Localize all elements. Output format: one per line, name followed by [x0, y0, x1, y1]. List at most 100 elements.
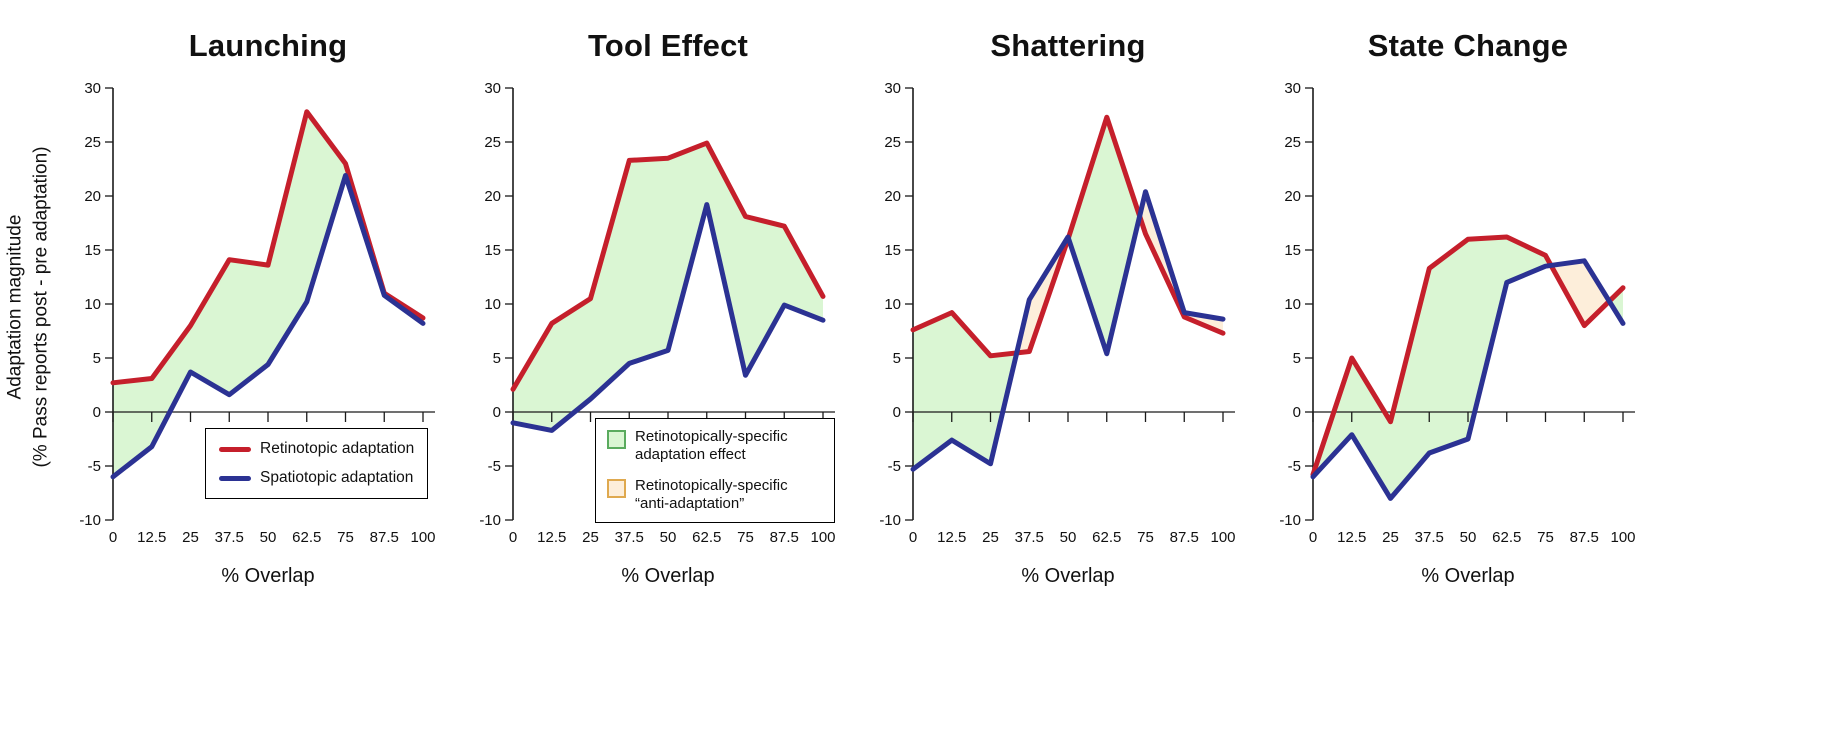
x-tick-label: 87.5: [770, 529, 799, 546]
y-tick-label: 10: [884, 296, 901, 313]
x-tick-label: 100: [1610, 529, 1635, 546]
x-tick-label: 25: [1382, 529, 1399, 546]
x-tick-label: 12.5: [1337, 529, 1366, 546]
adaptation-fill-region: [1068, 117, 1140, 354]
y-tick-label: -5: [1288, 458, 1301, 475]
y-tick-label: -10: [1279, 512, 1301, 529]
legend-row-anti-adaptation: Retinotopically-specific “anti-adaptatio…: [607, 477, 823, 514]
legend-label-spatiotopic: Spatiotopic adaptation: [260, 469, 414, 486]
figure-row: Adaptation magnitude (% Pass reports pos…: [2, 24, 1655, 588]
legend-fill-regions: Retinotopically-specific adaptation effe…: [595, 418, 835, 524]
adaptation-fill-region: [913, 312, 1017, 470]
x-tick-label: 0: [909, 529, 917, 546]
y-tick-label: 15: [484, 242, 501, 259]
y-tick-label: 5: [1293, 350, 1301, 367]
x-tick-label: 25: [582, 529, 599, 546]
chart-canvas-state-change: 0 12.5 25 37.5 50 62.5 75 87.5 100302520151050-5…: [1279, 80, 1635, 546]
x-tick-label: 100: [810, 529, 835, 546]
y-tick-label: -5: [488, 458, 501, 475]
x-tick-label: 37.5: [615, 529, 644, 546]
x-axis-label-launching: % Overlap: [221, 565, 315, 587]
chart-panel-tool-effect: Tool Effect 0 12.5 25 37.5 50 62.5 75 87.5 100 30…: [455, 24, 855, 588]
x-tick-label: 100: [1210, 529, 1235, 546]
y-tick-label: 15: [84, 242, 101, 259]
y-axis-label-line1: Adaptation magnitude: [3, 214, 25, 399]
y-axis-label-line2: (% Pass reports post - pre adaptation): [29, 145, 51, 468]
x-tick-label: 50: [260, 529, 277, 546]
x-axis-label-tool-effect: % Overlap: [621, 565, 715, 587]
y-tick-label: -5: [888, 458, 901, 475]
x-tick-label: 62.5: [1092, 529, 1121, 546]
x-tick-label: 62.5: [692, 529, 721, 546]
x-tick-label: 25: [182, 529, 199, 546]
adaptation-fill-region: [1313, 237, 1551, 499]
y-tick-label: 10: [84, 296, 101, 313]
legend-label-retinotopic: Retinotopic adaptation: [260, 440, 415, 457]
y-tick-label: 20: [484, 188, 501, 205]
x-tick-label: 0: [109, 529, 117, 546]
y-axis-label: Adaptation magnitude (% Pass reports pos…: [2, 146, 53, 467]
y-tick-label: 0: [893, 404, 901, 421]
y-tick-label: 30: [84, 80, 101, 97]
x-tick-label: 87.5: [1570, 529, 1599, 546]
y-tick-label: -5: [88, 458, 101, 475]
chart-panel-state-change: State Change 0 12.5 25 37.5 50 62.5 75 87.5 100 3…: [1255, 24, 1655, 588]
retinotopic-curve: [510, 140, 826, 392]
y-tick-label: 25: [1284, 134, 1301, 151]
x-tick-label: 62.5: [292, 529, 321, 546]
spatiotopic-curve: [510, 202, 826, 433]
anti-adaptation-fill-region: [1016, 237, 1069, 353]
y-tick-label: 20: [84, 188, 101, 205]
legend-row-retinotopic: Retinotopic adaptation: [219, 440, 414, 458]
x-tick-label: 87.5: [370, 529, 399, 546]
x-tick-label: 0: [1309, 529, 1317, 546]
x-tick-label: 12.5: [537, 529, 566, 546]
y-tick-label: 25: [884, 134, 901, 151]
x-tick-label: 75: [737, 529, 754, 546]
y-tick-label: 5: [893, 350, 901, 367]
spatiotopic-line-sample: [219, 475, 251, 481]
adaptation-effect-swatch: [607, 430, 626, 449]
y-tick-label: 30: [884, 80, 901, 97]
x-tick-label: 37.5: [1015, 529, 1044, 546]
x-axis-label-shattering: % Overlap: [1021, 565, 1115, 587]
chart-title-tool-effect: Tool Effect: [587, 28, 749, 63]
legend-row-adaptation-effect: Retinotopically-specific adaptation effe…: [607, 428, 823, 465]
x-tick-label: 12.5: [137, 529, 166, 546]
y-tick-label: 5: [93, 350, 101, 367]
chart-canvas-tool-effect: 0 12.5 25 37.5 50 62.5 75 87.5 100302520151050-5…: [479, 80, 835, 546]
y-tick-label: 15: [884, 242, 901, 259]
x-tick-label: 12.5: [937, 529, 966, 546]
chart-panel-shattering: Shattering 0 12.5 25 37.5 50 62.5 75 87.5 100 30 2…: [855, 24, 1255, 588]
x-tick-label: 37.5: [1415, 529, 1444, 546]
chart-canvas-shattering: 0 12.5 25 37.5 50 62.5 75 87.5 100302520151050-5…: [879, 80, 1235, 546]
spatiotopic-curve: [910, 189, 1226, 472]
x-tick-label: 75: [1137, 529, 1154, 546]
y-tick-label: 30: [484, 80, 501, 97]
anti-adaptation-fill-region: [1551, 260, 1610, 326]
x-tick-label: 50: [1460, 529, 1477, 546]
y-tick-label: -10: [879, 512, 901, 529]
spatiotopic-curve: [110, 173, 426, 480]
x-tick-label: 50: [660, 529, 677, 546]
x-tick-label: 100: [410, 529, 435, 546]
legend-line-series: Retinotopic adaptation Spatiotopic adapt…: [205, 428, 429, 499]
y-tick-label: 25: [484, 134, 501, 151]
y-tick-label: -10: [79, 512, 101, 529]
y-tick-label: 30: [1284, 80, 1301, 97]
y-tick-label: 25: [84, 134, 101, 151]
y-tick-label: -10: [479, 512, 501, 529]
y-tick-label: 20: [884, 188, 901, 205]
x-tick-label: 87.5: [1170, 529, 1199, 546]
legend-row-spatiotopic: Spatiotopic adaptation: [219, 469, 414, 487]
x-tick-label: 50: [1060, 529, 1077, 546]
chart-panel-launching: Launching 0 12.5 25 37.5 50 62.5 75 87.5 100 30 25…: [55, 24, 455, 588]
anti-adaptation-swatch: [607, 478, 626, 498]
legend-label-anti-adaptation: Retinotopically-specific “anti-adaptatio…: [635, 476, 788, 512]
x-tick-label: 37.5: [215, 529, 244, 546]
y-tick-label: 20: [1284, 188, 1301, 205]
spatiotopic-curve: [1310, 258, 1626, 501]
y-tick-label: 0: [93, 404, 101, 421]
adaptation-fill-region: [113, 111, 423, 477]
x-tick-label: 62.5: [1492, 529, 1521, 546]
